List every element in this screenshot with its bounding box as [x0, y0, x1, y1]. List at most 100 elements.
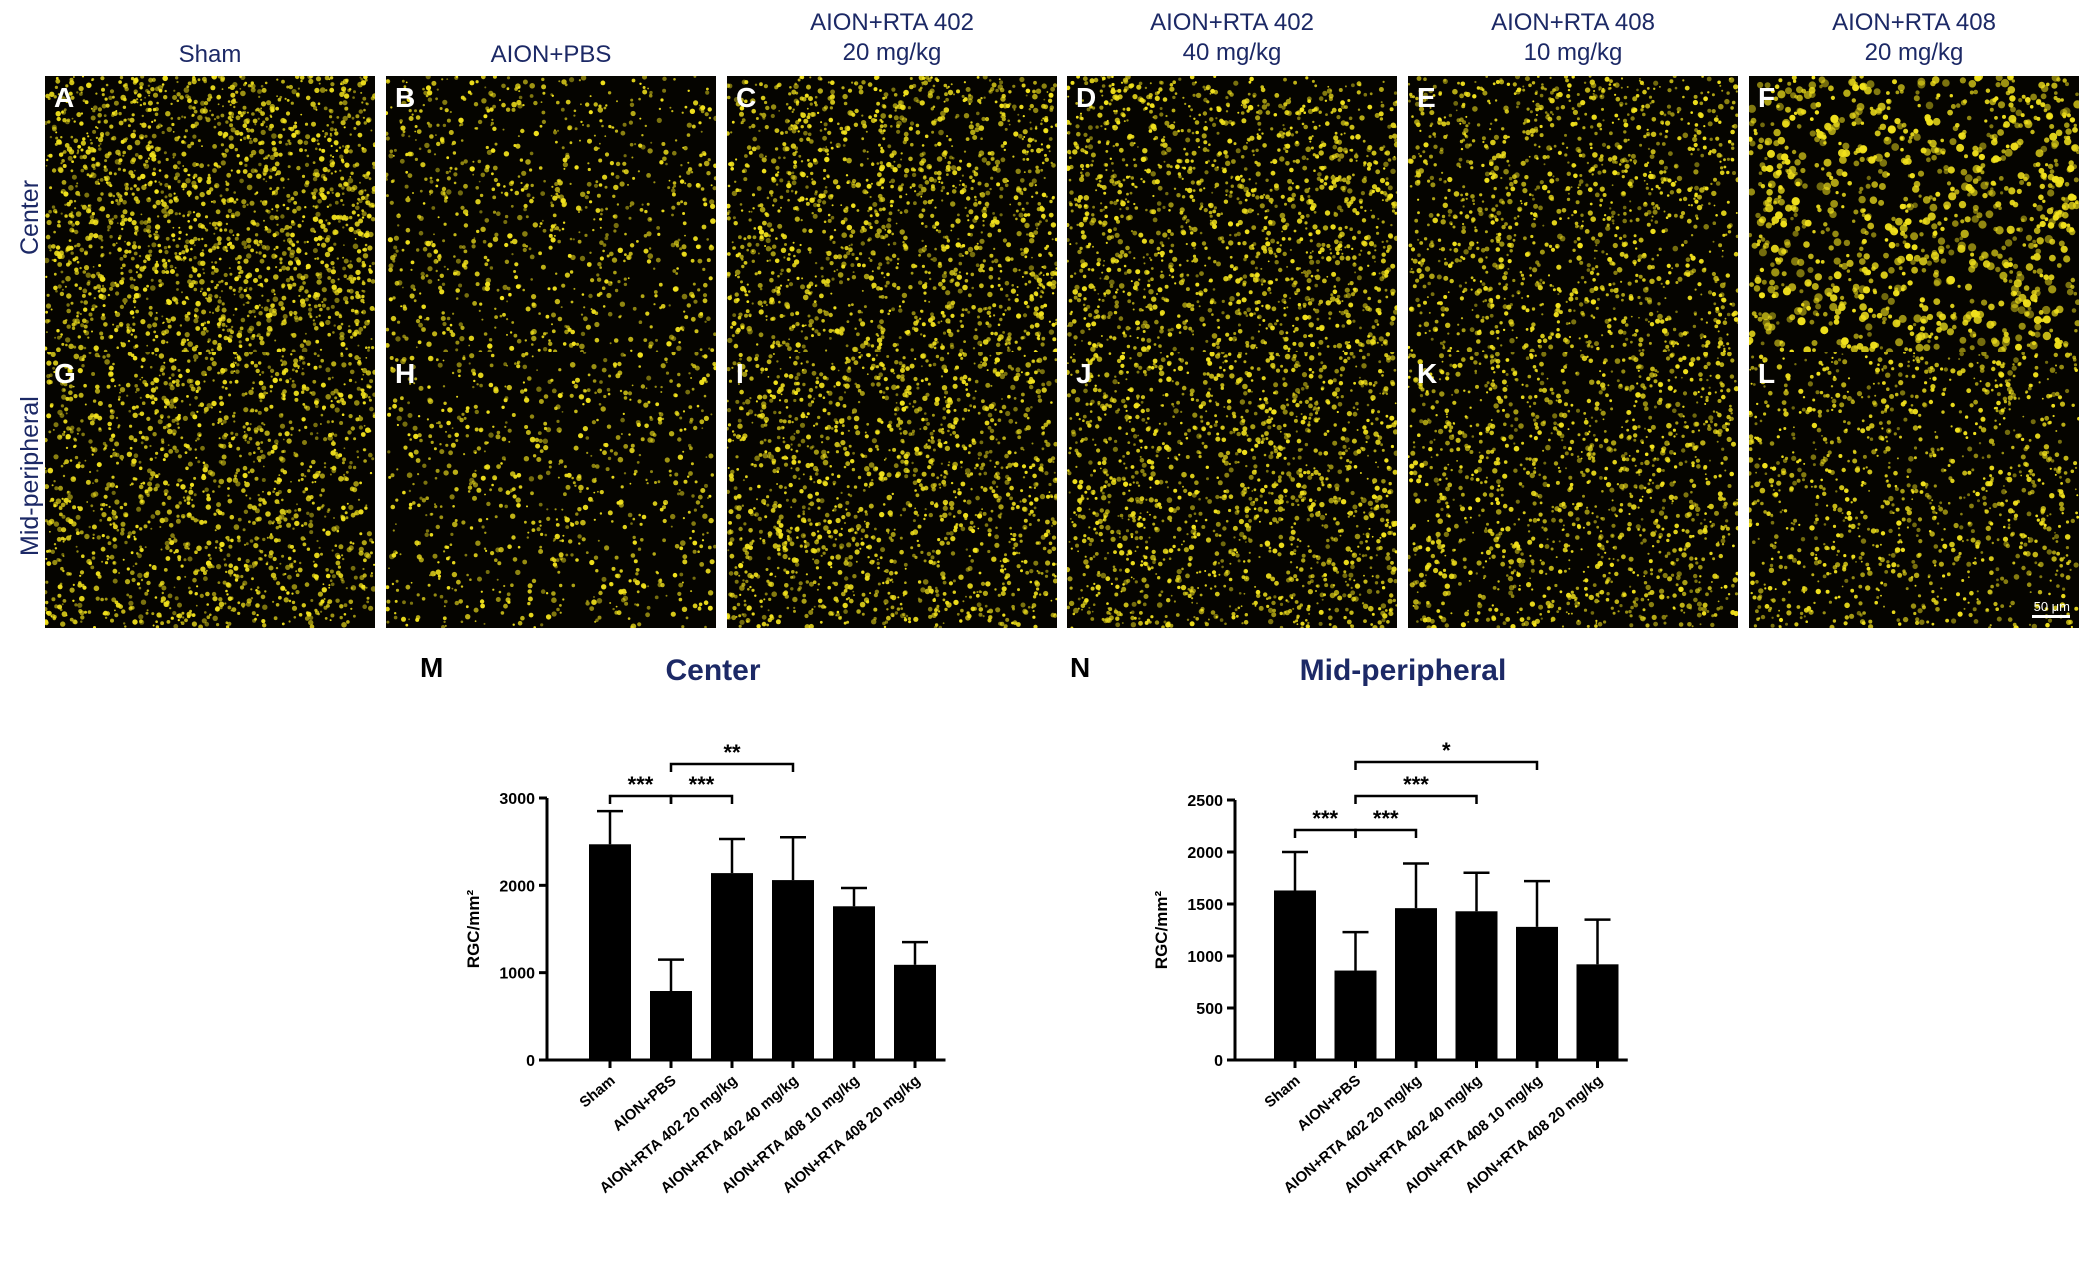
column-header-line: AION+PBS	[386, 40, 716, 70]
bar	[1274, 890, 1316, 1060]
column-header-line: AION+RTA 408	[1749, 8, 2079, 38]
column-header-line: Sham	[45, 40, 375, 70]
significance-bracket	[671, 796, 732, 804]
bar	[894, 965, 936, 1060]
panel-letter: J	[1076, 358, 1092, 390]
bar	[1456, 911, 1498, 1060]
fluorescence-image	[727, 76, 1057, 352]
panel-letter: N	[1070, 652, 1090, 683]
y-tick-label: 500	[1196, 1001, 1223, 1018]
panel-letter: M	[420, 652, 443, 683]
y-tick-label: 2500	[1187, 793, 1223, 810]
bar	[589, 844, 631, 1060]
bar	[1335, 971, 1377, 1060]
significance-label: **	[723, 740, 741, 765]
scale-bar-label: 50 μm	[2034, 599, 2070, 614]
panel-letter: G	[54, 358, 76, 390]
y-tick-label: 2000	[1187, 845, 1223, 862]
significance-bracket	[1356, 762, 1538, 770]
significance-label: ***	[1403, 772, 1429, 797]
panel-letter: I	[736, 358, 744, 390]
chart-mid-peripheral: N Mid-peripheral 0 500 1000 1500 2000 2500 RGC/m…	[1060, 650, 1620, 1270]
significance-label: *	[1442, 738, 1451, 763]
column-header: Sham	[45, 40, 375, 70]
significance-bracket	[610, 796, 671, 804]
column-header-line: AION+RTA 408	[1408, 8, 1738, 38]
panel-letter: K	[1417, 358, 1437, 390]
bar	[1395, 908, 1437, 1060]
fluorescence-image	[1067, 352, 1397, 628]
micrograph-panel: G	[45, 352, 375, 628]
panel-letter: E	[1417, 82, 1436, 114]
scale-bar	[2032, 615, 2070, 618]
fluorescence-image	[45, 352, 375, 628]
bar	[833, 906, 875, 1060]
significance-label: ***	[628, 772, 654, 797]
micrograph-panel: I	[727, 352, 1057, 628]
x-tick-label: Sham	[576, 1072, 618, 1111]
fluorescence-image	[386, 352, 716, 628]
fluorescence-image	[1408, 76, 1738, 352]
column-header-line: AION+RTA 402	[1067, 8, 1397, 38]
fluorescence-image	[1067, 76, 1397, 352]
panel-letter: B	[395, 82, 415, 114]
y-axis-label: RGC/mm²	[1152, 890, 1171, 969]
panel-letter: F	[1758, 82, 1775, 114]
column-header-line: 20 mg/kg	[727, 38, 1057, 68]
micrograph-panel: F	[1749, 76, 2079, 352]
fluorescence-image	[1749, 76, 2079, 352]
micrograph-panel: J	[1067, 352, 1397, 628]
significance-label: ***	[1373, 806, 1399, 831]
y-tick-label: 1000	[499, 966, 535, 983]
panel-letter: D	[1076, 82, 1096, 114]
bar	[1516, 927, 1558, 1060]
fluorescence-image	[1408, 352, 1738, 628]
column-header-line: 20 mg/kg	[1749, 38, 2079, 68]
significance-bracket	[1356, 796, 1477, 804]
panel-letter: C	[736, 82, 756, 114]
micrograph-panel: C	[727, 76, 1057, 352]
micrograph-panel: E	[1408, 76, 1738, 352]
significance-bracket	[671, 764, 793, 772]
micrograph-panel: L 50 μm	[1749, 352, 2079, 628]
y-tick-label: 1500	[1187, 897, 1223, 914]
fluorescence-image	[1749, 352, 2079, 628]
bar	[1577, 964, 1619, 1060]
significance-bracket	[1356, 830, 1417, 838]
y-tick-label: 0	[526, 1053, 535, 1070]
micrograph-panel: D	[1067, 76, 1397, 352]
row-label-mid-peripheral: Mid-peripheral	[16, 396, 45, 556]
y-tick-label: 1000	[1187, 949, 1223, 966]
y-tick-label: 3000	[499, 791, 535, 808]
panel-letter: A	[54, 82, 74, 114]
micrograph-panel: H	[386, 352, 716, 628]
chart-title: Center	[665, 654, 760, 687]
significance-label: ***	[689, 772, 715, 797]
column-header-line: 10 mg/kg	[1408, 38, 1738, 68]
chart-title: Mid-peripheral	[1300, 654, 1507, 687]
row-label-center: Center	[16, 180, 45, 255]
y-tick-label: 2000	[499, 878, 535, 895]
column-header: AION+PBS	[386, 40, 716, 70]
y-tick-label: 0	[1214, 1053, 1223, 1070]
panel-letter: L	[1758, 358, 1775, 390]
y-axis-label: RGC/mm²	[464, 889, 483, 968]
bar	[711, 873, 753, 1060]
significance-label: ***	[1312, 806, 1338, 831]
micrograph-panel: B	[386, 76, 716, 352]
micrograph-panel: K	[1408, 352, 1738, 628]
fluorescence-image	[45, 76, 375, 352]
bar	[772, 880, 814, 1060]
significance-bracket	[1295, 830, 1356, 838]
column-header-line: 40 mg/kg	[1067, 38, 1397, 68]
panel-letter: H	[395, 358, 415, 390]
fluorescence-image	[727, 352, 1057, 628]
fluorescence-image	[386, 76, 716, 352]
micrograph-panel: A	[45, 76, 375, 352]
